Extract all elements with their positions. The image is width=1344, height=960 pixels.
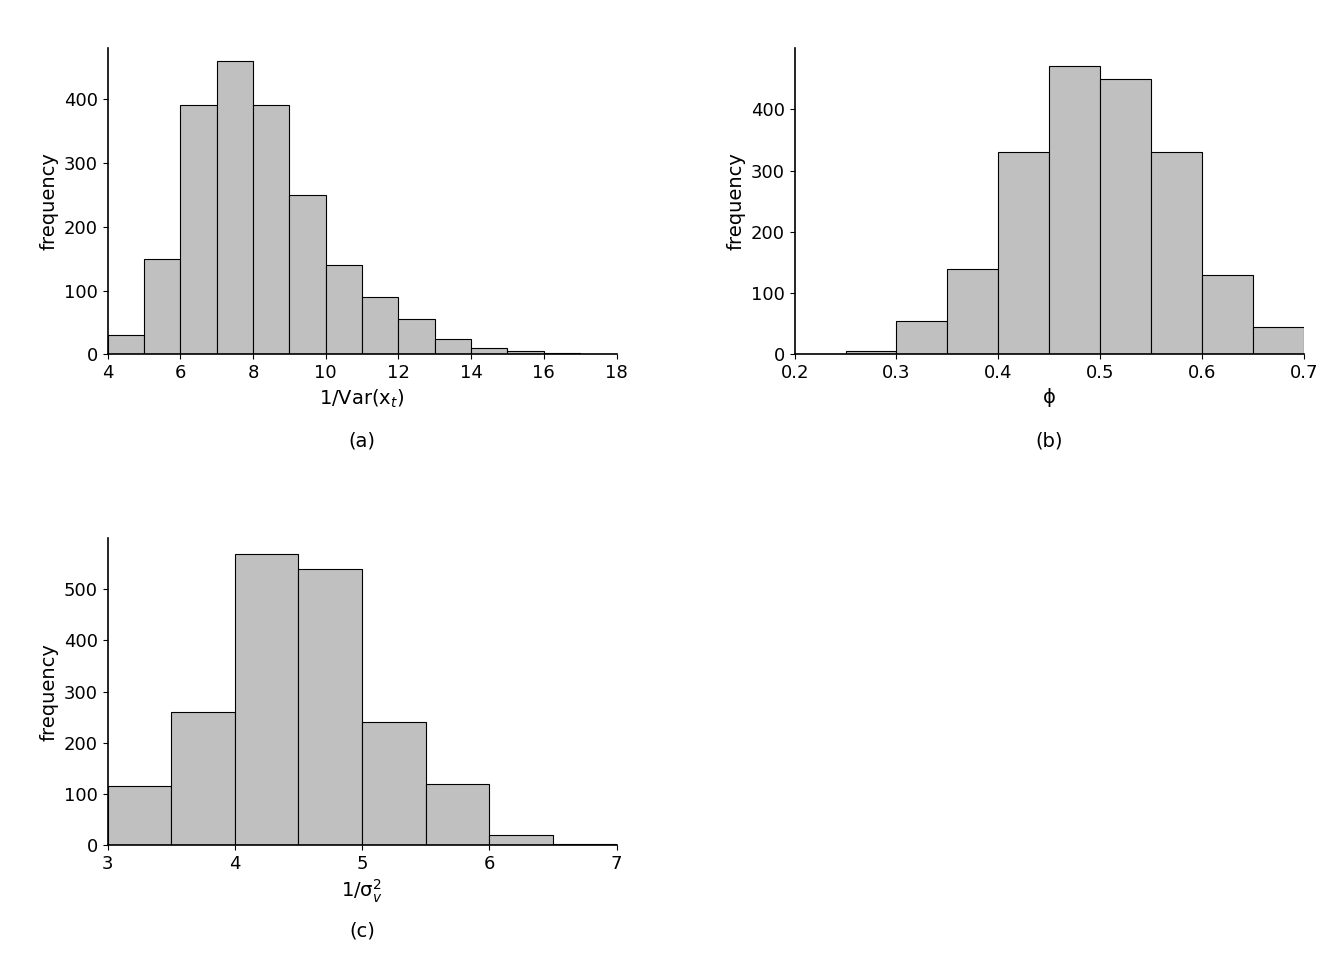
X-axis label: ϕ: ϕ — [1043, 388, 1055, 407]
Text: (b): (b) — [1035, 431, 1063, 450]
Bar — [325, 265, 362, 354]
Y-axis label: frequency: frequency — [726, 153, 746, 251]
Bar — [845, 351, 896, 354]
Bar — [362, 297, 398, 354]
Bar — [289, 195, 325, 354]
Bar — [896, 321, 948, 354]
Y-axis label: frequency: frequency — [39, 153, 58, 251]
Bar — [216, 60, 253, 354]
Bar — [544, 353, 581, 354]
Bar — [489, 834, 552, 845]
Bar — [434, 339, 472, 354]
Bar — [298, 569, 362, 845]
Bar — [1101, 79, 1150, 354]
Bar — [1202, 275, 1253, 354]
Bar — [108, 786, 171, 845]
Bar — [1253, 326, 1304, 354]
Y-axis label: frequency: frequency — [39, 642, 58, 740]
Text: (a): (a) — [348, 431, 375, 450]
Text: (c): (c) — [349, 922, 375, 941]
X-axis label: 1/σ$_v^2$: 1/σ$_v^2$ — [341, 878, 383, 905]
Bar — [508, 351, 544, 354]
Bar — [1050, 66, 1101, 354]
Bar — [144, 258, 180, 354]
Bar — [426, 783, 489, 845]
Bar — [253, 106, 289, 354]
Bar — [180, 106, 216, 354]
X-axis label: 1/Var(x$_t$): 1/Var(x$_t$) — [320, 388, 405, 410]
Bar — [108, 335, 144, 354]
Bar — [472, 348, 508, 354]
Bar — [1150, 153, 1202, 354]
Bar — [362, 722, 426, 845]
Bar — [171, 712, 235, 845]
Bar — [552, 844, 617, 845]
Bar — [235, 554, 298, 845]
Bar — [398, 320, 434, 354]
Bar — [999, 153, 1050, 354]
Bar — [948, 269, 999, 354]
